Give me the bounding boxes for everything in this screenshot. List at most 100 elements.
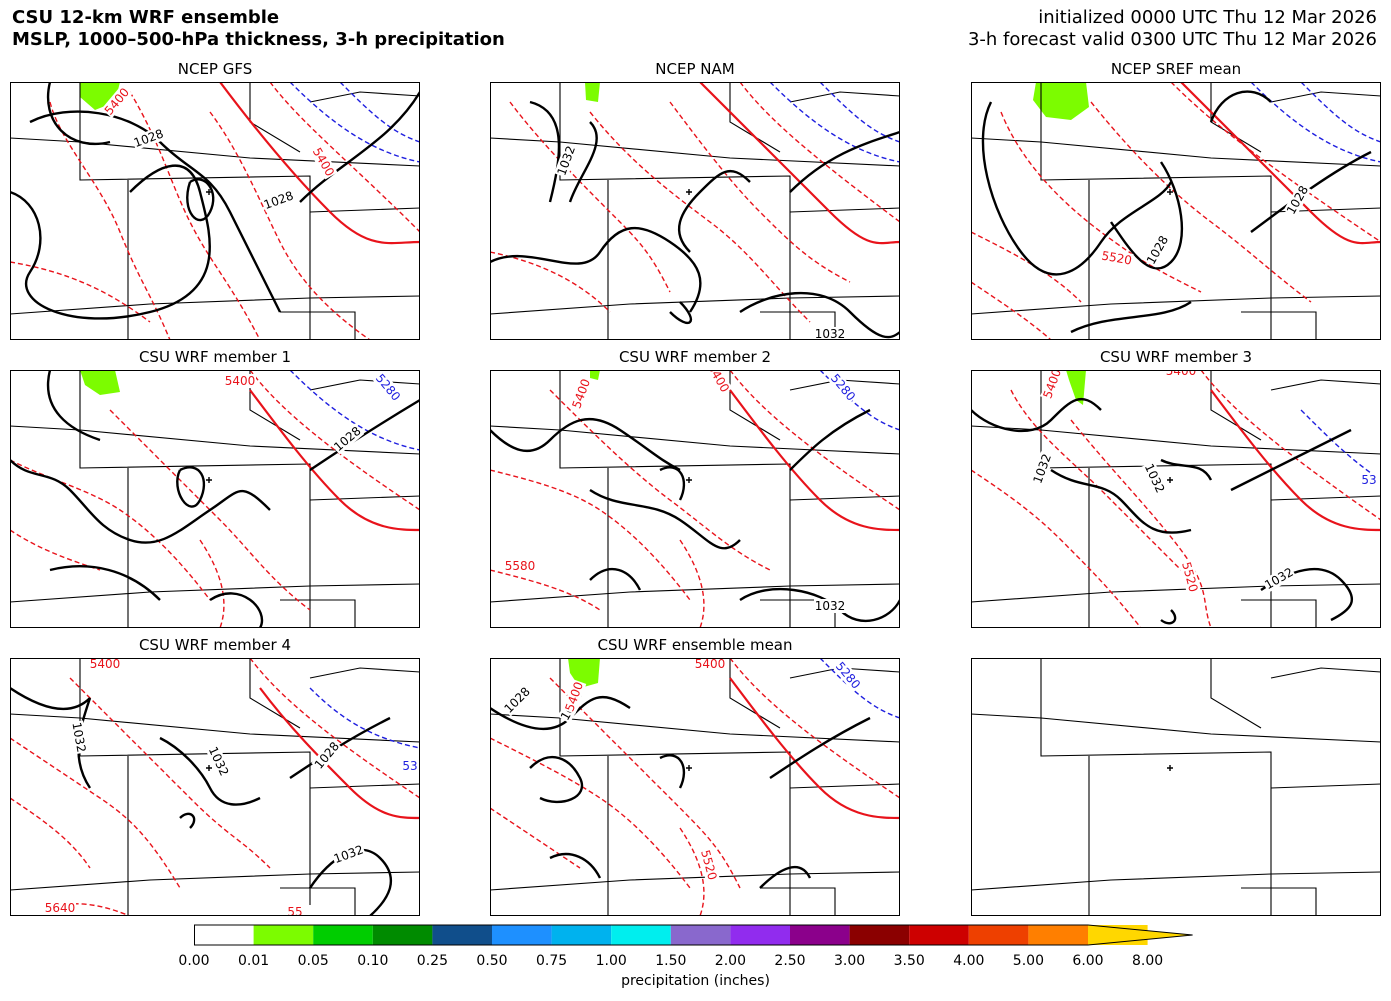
panel-title: CSU WRF ensemble mean	[597, 636, 793, 654]
contour-label-gap	[394, 759, 420, 773]
thickness-contour-5460	[699, 82, 900, 245]
state-border	[1241, 599, 1317, 628]
map-panel	[971, 658, 1381, 916]
panel-title: NCEP NAM	[655, 60, 735, 78]
contour-label-gap	[261, 188, 297, 213]
colorbar-tick-label: 4.00	[953, 953, 985, 969]
state-border	[10, 425, 420, 455]
mslp-isobar	[10, 164, 211, 320]
thickness-contour-red	[1090, 101, 1312, 303]
mslp-isobar	[981, 101, 1173, 276]
thickness-contour-blue	[289, 82, 420, 163]
thickness-contour-5460	[219, 82, 420, 245]
mslp-isobar	[669, 301, 692, 324]
state-border	[1270, 91, 1381, 103]
colorbar-tick-label: 0.00	[178, 953, 210, 969]
panel-title: NCEP SREF mean	[1110, 60, 1242, 78]
mslp-isobar	[10, 459, 271, 544]
colorbar-tick-label: 0.25	[416, 953, 448, 969]
thickness-label: 5520	[1100, 249, 1133, 268]
contour-label-gap	[500, 683, 534, 717]
mslp-isobar	[29, 110, 282, 313]
title-line-1: CSU 12-km WRF ensemble	[12, 7, 280, 28]
contour-label-gap	[309, 144, 338, 180]
contour-label-gap	[372, 370, 404, 405]
station-marker	[1167, 765, 1173, 771]
state-border	[309, 783, 420, 789]
thickness-contour-red	[199, 539, 225, 628]
colorbar-segment	[1028, 925, 1088, 945]
mslp-isobar	[549, 852, 602, 879]
thickness-contour-red	[679, 827, 705, 916]
thickness-contour-red	[490, 569, 601, 611]
thickness-contour-red	[679, 539, 705, 628]
station-marker	[686, 189, 692, 195]
thickness-label: 5580	[505, 559, 536, 573]
mslp-label: 1032	[815, 327, 846, 340]
station-marker	[206, 477, 212, 483]
state-border	[490, 583, 900, 603]
init-time: initialized 0000 UTC Thu 12 Mar 2026	[1038, 7, 1377, 28]
map-panel: 1032 1032 1032 5400 5400 5520 53	[971, 370, 1381, 628]
state-border	[1040, 82, 1272, 340]
mslp-isobar	[529, 100, 561, 203]
contour-label-gap	[1143, 232, 1172, 268]
contour-label-gap	[1261, 564, 1297, 593]
state-border	[760, 887, 836, 916]
mslp-isobar	[759, 866, 812, 889]
contour-label-gap	[562, 679, 587, 715]
mslp-isobar	[568, 121, 598, 203]
thickness-contour-red	[1070, 419, 1212, 628]
map-frame	[490, 658, 900, 916]
map-frame	[10, 658, 420, 916]
thickness-label: 5400	[695, 658, 726, 671]
colorbar-tick-label: 2.00	[714, 953, 746, 969]
thickness-contour-5460	[729, 677, 900, 820]
colorbar-segment	[670, 925, 731, 945]
mslp-isobar	[971, 398, 1102, 433]
state-border	[309, 667, 420, 679]
thickness-contour-red	[1010, 389, 1182, 571]
colorbar-tick-label: 3.00	[834, 953, 866, 969]
contour-label-gap	[1283, 182, 1312, 218]
contour-label-gap	[101, 84, 133, 119]
mslp-isobar	[490, 227, 702, 313]
contour-label-gap	[704, 370, 733, 396]
state-border	[490, 295, 900, 315]
colorbar-segment	[909, 925, 969, 945]
state-border	[971, 871, 1381, 891]
station-marker	[1167, 189, 1173, 195]
precip-shading	[1033, 82, 1089, 120]
state-border	[1270, 783, 1381, 789]
panel-title: CSU WRF member 1	[138, 348, 292, 366]
mslp-isobar	[1250, 150, 1372, 233]
thickness-contour-red	[729, 370, 900, 511]
mslp-isobar	[1160, 458, 1213, 481]
mslp-isobar	[659, 466, 686, 501]
contour-label-gap	[1141, 460, 1168, 496]
state-border	[1270, 667, 1381, 679]
state-border	[309, 495, 420, 501]
state-border	[1270, 495, 1381, 501]
colorbar-title: precipitation (inches)	[621, 973, 770, 989]
colorbar-segment	[611, 925, 671, 945]
contour-label-gap	[330, 423, 365, 455]
station-marker	[686, 765, 692, 771]
thickness-label: 5400	[90, 658, 121, 671]
map-panel: 1028 1028 5520	[971, 82, 1381, 340]
mslp-isobar	[309, 848, 392, 916]
contour-label-gap	[131, 126, 167, 151]
map-svg: 102810325400540055205280	[490, 658, 900, 916]
thickness-contour-red	[549, 677, 741, 889]
contour-label-gap	[814, 599, 846, 613]
state-border	[490, 713, 900, 743]
contour-label-gap	[554, 143, 579, 179]
thickness-contour-red	[69, 677, 271, 869]
colorbar-segment	[730, 925, 790, 945]
colorbar-segment	[849, 925, 910, 945]
thickness-contour-5460	[729, 389, 900, 532]
mslp-isobar	[1230, 428, 1352, 492]
